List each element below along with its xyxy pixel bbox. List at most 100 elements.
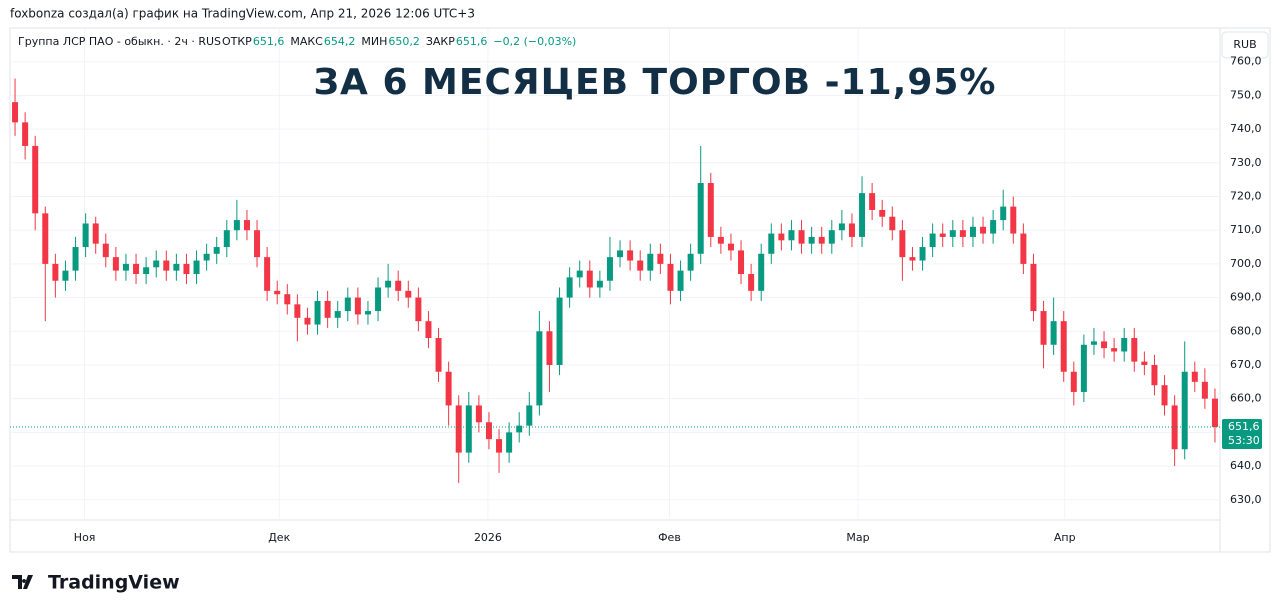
candle-body	[627, 250, 634, 261]
change: −0,2 (−0,03%)	[493, 35, 576, 48]
candle-body	[758, 253, 765, 291]
y-tick-label: 700,0	[1230, 257, 1262, 270]
candle-body	[122, 263, 129, 271]
candle-body	[778, 233, 785, 241]
candle-body	[405, 290, 412, 298]
candle-body	[637, 260, 644, 271]
candle-body	[163, 260, 170, 271]
currency[interactable]: RUB	[1233, 38, 1256, 51]
candle-body	[364, 311, 371, 315]
candle-body	[112, 257, 119, 271]
candle-body	[586, 270, 593, 288]
candle-body	[838, 223, 845, 231]
candle-body	[808, 236, 815, 244]
candle-body	[949, 230, 956, 237]
candle-body	[62, 270, 69, 281]
candle-body	[727, 243, 734, 251]
candle-body	[1191, 371, 1198, 382]
candle-body	[133, 263, 140, 274]
ohlc-value: 651,6	[253, 35, 285, 48]
candle-body	[102, 243, 109, 258]
candle-body	[496, 439, 503, 453]
candle-body	[354, 297, 361, 315]
candle-body	[707, 183, 714, 237]
y-tick-label: 730,0	[1230, 156, 1262, 169]
candle-body	[243, 220, 250, 231]
countdown: 53:30	[1228, 434, 1260, 447]
last-price-label: 651,6	[1228, 420, 1260, 433]
candle-body	[1090, 341, 1097, 345]
ohlc-label: МАКС	[290, 35, 323, 48]
candle-body	[445, 371, 452, 406]
candle-body	[254, 230, 261, 258]
candle-body	[1101, 341, 1108, 349]
y-tick-label: 630,0	[1230, 493, 1262, 506]
candle-body	[1070, 371, 1077, 392]
y-tick-label: 670,0	[1230, 358, 1262, 371]
candle-body	[435, 338, 442, 372]
candle-body	[546, 331, 553, 365]
candle-body	[455, 405, 462, 453]
candle-body	[344, 297, 351, 312]
candle-body	[1201, 381, 1208, 399]
candle-body	[92, 223, 99, 244]
candle-body	[203, 253, 210, 261]
candle-body	[375, 287, 382, 312]
candle-body	[1141, 361, 1148, 365]
candle-body	[465, 405, 472, 453]
candle-body	[990, 220, 997, 234]
logo-text: TradingView	[48, 572, 180, 594]
candle-body	[193, 260, 200, 274]
candle-body	[959, 230, 966, 237]
y-tick-label: 690,0	[1230, 291, 1262, 304]
y-tick-label: 760,0	[1230, 55, 1262, 68]
candle-body	[1020, 233, 1027, 264]
overlay-title: ЗА 6 МЕСЯЦЕВ ТОРГОВ -11,95%	[313, 62, 996, 103]
x-tick-label: Дек	[268, 531, 290, 544]
candle-body	[869, 193, 876, 210]
candle-body	[274, 290, 281, 295]
candle-body	[969, 226, 976, 237]
candle-body	[42, 213, 49, 264]
candle-body	[687, 253, 694, 271]
candle-body	[828, 230, 835, 244]
candle-body	[334, 311, 341, 318]
candle-body	[859, 193, 866, 237]
candle-body	[1181, 371, 1188, 450]
x-tick-label: Фев	[658, 531, 681, 544]
candle-body	[929, 233, 936, 248]
candle-body	[314, 300, 321, 325]
candle-body	[264, 257, 271, 291]
candle-body	[788, 230, 795, 241]
candle-body	[909, 257, 916, 261]
candle-body	[919, 247, 926, 261]
candle-body	[798, 230, 805, 244]
candle-body	[1131, 338, 1138, 362]
currency-button[interactable]	[1221, 31, 1269, 59]
candle-body	[1060, 321, 1067, 372]
candle-body	[657, 253, 664, 264]
candle-body	[647, 253, 654, 271]
candle-body	[1111, 348, 1118, 352]
candle-body	[395, 280, 402, 291]
candle-body	[1050, 321, 1057, 345]
candle-body	[748, 274, 755, 291]
candle-body	[1121, 338, 1128, 352]
y-tick-label: 750,0	[1230, 88, 1262, 101]
candle-body	[1000, 206, 1007, 221]
x-tick-label: Апр	[1054, 531, 1076, 544]
ohlc-label: ЗАКР	[426, 35, 455, 48]
logo: TradingView	[12, 572, 180, 594]
candle-body	[475, 405, 482, 423]
candle-body	[173, 263, 180, 271]
candle-body	[304, 317, 311, 325]
candle-body	[82, 223, 89, 248]
candle-body	[556, 297, 563, 365]
ohlc-legend: ОТКР 651,6 МАКС 654,2 МИН 650,2 ЗАКР 651,6 −0,2 …	[222, 35, 576, 48]
candle-body	[52, 263, 59, 281]
ohlc-value: 654,2	[324, 35, 356, 48]
candle-body	[233, 220, 240, 231]
candle-body	[183, 263, 190, 274]
symbol: Группа ЛСР ПАО - обыкн. · 2ч · RUS	[18, 35, 221, 48]
